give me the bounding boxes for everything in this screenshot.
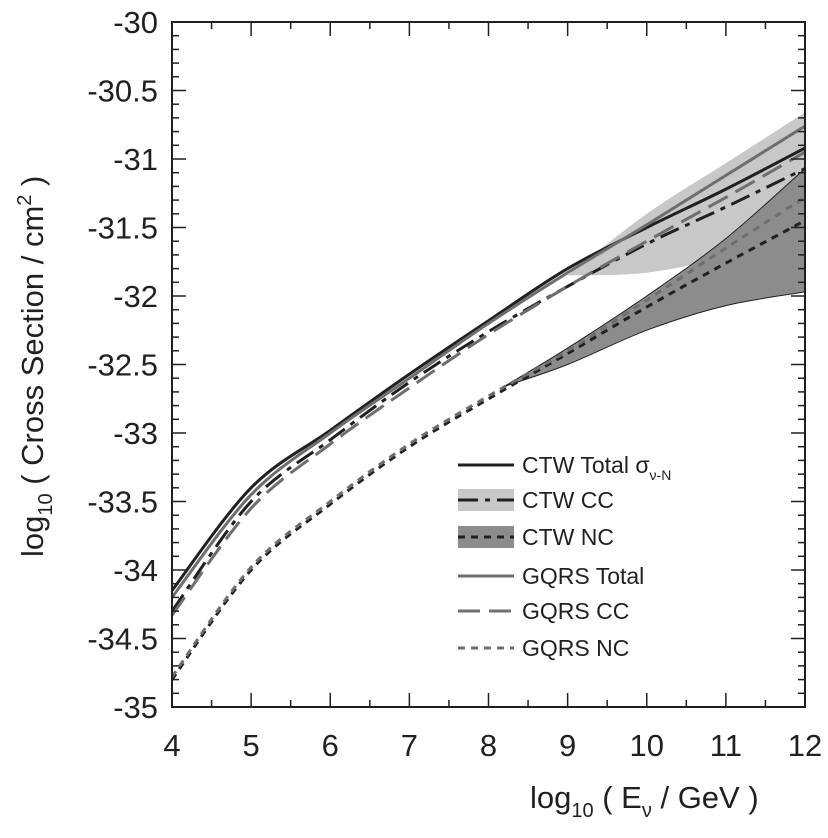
legend-label: GQRS NC: [522, 635, 629, 661]
y-tick-label: -32.5: [87, 348, 158, 383]
legend-entry: GQRS Total: [458, 563, 644, 589]
y-tick-label: -31: [113, 142, 158, 177]
x-tick-labels: 4 5 6 7 8 9 10 11 12: [163, 728, 822, 763]
x-tick-label: 9: [559, 728, 576, 763]
x-tick-label: 7: [401, 728, 418, 763]
y-tick-label: -31.5: [87, 211, 158, 246]
series-ctw-cc: [170, 167, 806, 612]
legend-label: CTW CC: [522, 487, 614, 513]
y-tick-label: -30: [113, 5, 158, 40]
legend-entry: CTW CC: [458, 487, 614, 513]
series-gqrs-cc: [170, 150, 806, 617]
y-tick-label: -30.5: [87, 74, 158, 109]
y-tick-label: -34: [113, 553, 158, 588]
x-tick-label: 6: [322, 728, 339, 763]
legend-label: GQRS CC: [522, 598, 629, 624]
y-tick-label: -33: [113, 416, 158, 451]
x-tick-label: 11: [710, 728, 742, 763]
y-axis-title: log10 ( Cross Section / cm2 ): [14, 176, 57, 557]
legend-label: GQRS Total: [522, 563, 644, 589]
legend-entry: CTW NC: [458, 524, 614, 550]
x-axis-title: log10 ( Eν / GeV ): [530, 780, 759, 822]
x-tick-label: 10: [630, 728, 664, 763]
x-tick-label: 8: [480, 728, 497, 763]
y-tick-label: -35: [113, 690, 158, 725]
y-tick-label: -33.5: [87, 485, 158, 520]
data-series: [170, 124, 806, 681]
axis-ticks: [171, 21, 806, 708]
series-gqrs-total: [170, 124, 806, 599]
legend-label: CTW Total σν-N: [522, 452, 671, 483]
series-ctw-total: [170, 146, 806, 592]
legend-label: CTW NC: [522, 524, 614, 550]
legend-entry: GQRS NC: [458, 635, 629, 661]
x-tick-label: 4: [163, 728, 180, 763]
x-tick-label: 5: [243, 728, 260, 763]
x-tick-label: 12: [788, 728, 822, 763]
legend-entry: GQRS CC: [458, 598, 629, 624]
y-tick-label: -34.5: [87, 622, 158, 657]
legend-entry: CTW Total σν-N: [458, 452, 671, 483]
y-tick-label: -32: [113, 279, 158, 314]
legend: CTW Total σν-N CTW CC CTW NC GQRS Total GQRS…: [458, 452, 671, 661]
y-tick-labels: -30 -30.5 -31 -31.5 -32 -32.5 -33 -33.5 -34 -34.5…: [87, 5, 158, 725]
